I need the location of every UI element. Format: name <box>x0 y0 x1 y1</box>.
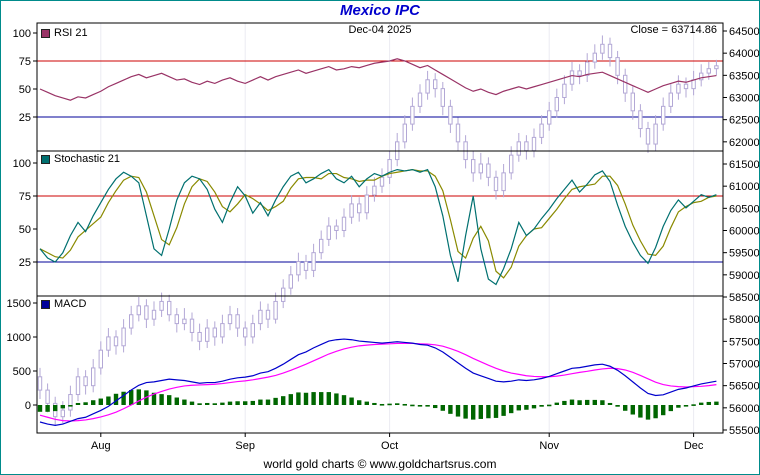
month-label: Oct <box>381 440 398 452</box>
indicator-tick-label: 25 <box>19 257 31 269</box>
macd-signal-line <box>39 342 717 422</box>
rsi-legend-label: RSI 21 <box>54 27 88 39</box>
macd-line <box>39 338 717 427</box>
indicator-tick-label: 75 <box>19 56 31 68</box>
macd-legend: MACD <box>41 298 86 310</box>
stochastic-d-line <box>39 168 717 279</box>
candlestick-series <box>37 35 719 426</box>
close-value-label: Close = 63714.86 <box>630 24 717 36</box>
page-title: Mexico IPC <box>339 2 421 19</box>
price-tick-label: 56000 <box>729 403 760 415</box>
date-label: Dec-04 2025 <box>348 24 412 36</box>
price-tick-label: 59000 <box>729 270 760 282</box>
stochastic-legend-label: Stochastic 21 <box>54 153 121 165</box>
indicator-tick-label: 0 <box>25 400 31 412</box>
price-tick-label: 63000 <box>729 93 760 105</box>
price-tick-label: 64500 <box>729 26 760 38</box>
rsi-legend: RSI 21 <box>41 27 88 39</box>
indicator-tick-label: 75 <box>19 191 31 203</box>
stochastic-legend-swatch-icon <box>41 154 50 164</box>
price-tick-label: 63500 <box>729 70 760 82</box>
price-tick-label: 55500 <box>729 425 760 437</box>
price-tick-label: 62500 <box>729 115 760 127</box>
rsi-line <box>39 58 717 101</box>
price-tick-label: 56500 <box>729 381 760 393</box>
macd-legend-swatch-icon <box>41 299 50 309</box>
indicator-tick-label: 100 <box>13 28 31 40</box>
month-label: Aug <box>91 440 111 452</box>
price-tick-label: 57500 <box>729 336 760 348</box>
indicator-tick-label: 500 <box>13 366 31 378</box>
price-tick-label: 60500 <box>729 203 760 215</box>
indicator-tick-label: 50 <box>19 224 31 236</box>
price-tick-label: 62000 <box>729 137 760 149</box>
macd-histogram <box>37 389 719 420</box>
month-label: Dec <box>684 440 704 452</box>
indicator-tick-label: 50 <box>19 84 31 96</box>
indicator-tick-label: 1500 <box>7 298 31 310</box>
price-tick-label: 64000 <box>729 48 760 60</box>
price-tick-label: 59500 <box>729 248 760 260</box>
indicator-tick-label: 100 <box>13 158 31 170</box>
price-tick-label: 60000 <box>729 226 760 238</box>
footer-credit: world gold charts © www.goldchartsrus.co… <box>263 457 497 471</box>
plot-border <box>36 22 724 434</box>
price-tick-label: 57000 <box>729 359 760 371</box>
price-tick-label: 61500 <box>729 159 760 171</box>
rsi-legend-swatch-icon <box>41 28 50 38</box>
indicator-tick-label: 25 <box>19 112 31 124</box>
month-label: Sep <box>235 440 255 452</box>
price-tick-label: 58000 <box>729 314 760 326</box>
stochastic-legend: Stochastic 21 <box>41 153 120 165</box>
price-tick-label: 61000 <box>729 181 760 193</box>
indicator-tick-label: 1000 <box>7 332 31 344</box>
macd-legend-label: MACD <box>54 298 87 310</box>
stochastic-k-line <box>39 168 717 286</box>
month-label: Nov <box>539 440 559 452</box>
price-tick-label: 58500 <box>729 292 760 304</box>
